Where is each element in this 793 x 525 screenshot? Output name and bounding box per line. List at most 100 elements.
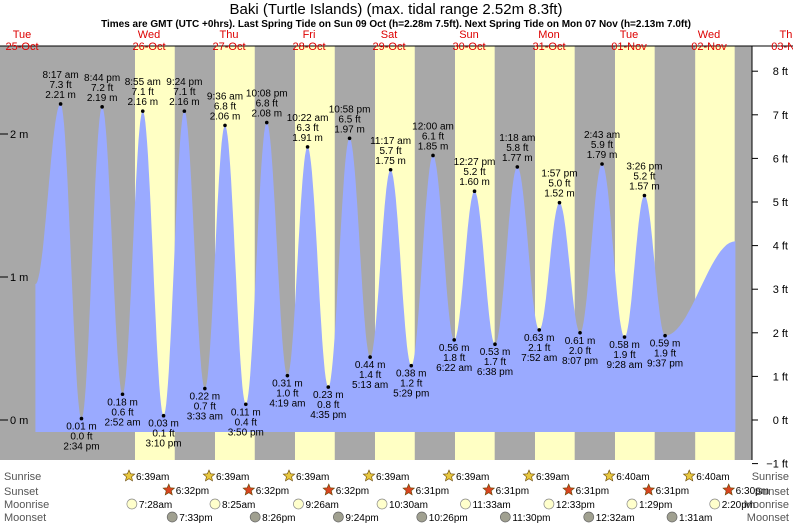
moonset-time: 11:30pm	[512, 513, 550, 524]
low-tide-label: 2.1 ft	[528, 343, 550, 354]
low-tide-label: 1.4 ft	[359, 370, 381, 381]
low-tide-label: 7:52 am	[521, 353, 557, 364]
low-tide-label: 0.59 m	[650, 339, 681, 350]
low-tide-label: 1.0 ft	[276, 389, 298, 400]
sunrise-time: 6:40am	[696, 472, 729, 483]
low-tide-dot	[493, 342, 497, 347]
low-tide-dot	[285, 373, 290, 378]
sun-moon-rows: Sunrise Sunset Moonrise Moonset Sunrise …	[4, 469, 789, 524]
right-axis-tick-label: 1 ft	[773, 371, 788, 383]
high-tide-label: 5.7 ft	[379, 146, 401, 157]
sunset-icon	[402, 483, 416, 496]
sunset-icon	[562, 483, 576, 496]
high-tide-label: 1.79 m	[587, 150, 618, 161]
low-tide-label: 0.11 m	[231, 407, 261, 418]
sunrise-row-label-left: Sunrise	[4, 471, 41, 483]
high-tide-label: 1.97 m	[334, 124, 365, 135]
sunset-icon	[322, 483, 336, 496]
day-of-week-label: Sun	[459, 29, 479, 41]
moonrise-icon	[293, 498, 304, 510]
low-tide-label: 4:35 pm	[310, 410, 346, 421]
high-tide-dot	[264, 120, 269, 125]
low-tide-label: 3:10 pm	[145, 439, 181, 450]
high-tide-label: 9:36 am	[207, 91, 243, 102]
low-tide-label: 0.23 m	[313, 390, 344, 401]
low-tide-label: 0.53 m	[480, 347, 511, 358]
sunrise-icon	[202, 469, 216, 482]
sunrise-time: 6:39am	[536, 472, 569, 483]
low-tide-dot	[79, 416, 84, 421]
right-axis-tick-label: 8 ft	[773, 66, 788, 78]
high-tide-label: 6.1 ft	[422, 131, 444, 142]
sunset-row-label-right: Sunset	[755, 486, 789, 498]
day-of-week-label: Sat	[381, 29, 398, 41]
high-tide-label: 1.52 m	[544, 189, 575, 200]
high-tide-label: 6.5 ft	[338, 114, 360, 125]
low-tide-label: 0.22 m	[190, 392, 221, 403]
low-tide-label: 1.8 ft	[443, 353, 465, 364]
high-tide-dot	[472, 189, 477, 193]
low-tide-label: 1.7 ft	[484, 357, 506, 368]
moonrise-time: 10:30am	[389, 500, 428, 511]
right-axis-tick-label: 0 ft	[773, 415, 788, 427]
day-of-week-label: Thu	[220, 29, 239, 41]
right-axis-tick-label: 3 ft	[773, 284, 788, 296]
high-tide-label: 7.1 ft	[173, 87, 195, 98]
high-tide-label: 9:24 pm	[166, 77, 202, 88]
high-tide-label: 10:58 pm	[329, 104, 371, 115]
low-tide-dot	[622, 335, 627, 339]
moonset-icon	[249, 511, 261, 523]
low-tide-label: 0.31 m	[272, 379, 303, 390]
low-tide-label: 3:50 pm	[228, 427, 264, 438]
high-tide-label: 1:57 pm	[541, 169, 577, 180]
moonrise-icon	[126, 498, 138, 510]
low-tide-dot	[244, 402, 248, 407]
low-tide-label: 1.2 ft	[400, 379, 422, 390]
moonrise-time: 11:33am	[472, 500, 510, 511]
right-axis-tick-label: 7 ft	[773, 110, 788, 122]
low-tide-dot	[409, 363, 414, 368]
date-label: 26-Oct	[132, 41, 165, 53]
high-tide-dot	[600, 162, 604, 166]
sunset-time: 6:32pm	[336, 486, 369, 497]
date-label: 25-Oct	[5, 41, 38, 53]
low-tide-dot	[326, 385, 331, 389]
tide-annotations: 8:17 am7.3 ft2.21 m 0.01 m0.0 ft2:34 pm 8:…	[43, 70, 684, 453]
low-tide-label: 1.9 ft	[654, 349, 676, 360]
day-of-week-label: Fri	[303, 29, 316, 41]
right-axis-tick-label: 6 ft	[773, 153, 788, 165]
high-tide-dot	[557, 200, 562, 205]
sunset-time: 6:31pm	[416, 486, 449, 497]
low-tide-label: 4:19 am	[269, 399, 305, 410]
day-of-week-label: Wed	[138, 29, 160, 41]
sunset-icon	[642, 483, 656, 496]
moonrise-time: 2:20pm	[722, 500, 755, 511]
high-tide-label: 5.0 ft	[548, 179, 570, 190]
moonset-time: 10:26pm	[429, 513, 468, 524]
date-label: 30-Oct	[452, 41, 485, 53]
low-tide-label: 9:28 am	[606, 360, 642, 371]
sunset-time: 6:31pm	[576, 486, 609, 497]
sunrise-icon	[522, 469, 536, 482]
high-tide-dot	[642, 193, 647, 198]
high-tide-label: 2.16 m	[169, 97, 200, 108]
high-tide-dot	[182, 109, 187, 113]
sunset-icon	[242, 483, 256, 496]
low-tide-label: 0.56 m	[439, 343, 470, 354]
low-tide-label: 0.7 ft	[194, 402, 216, 413]
sunset-time: 6:32pm	[256, 486, 289, 497]
high-tide-dot	[223, 123, 227, 128]
low-tide-label: 5:13 am	[352, 380, 388, 391]
moonrise-icon	[460, 498, 471, 510]
high-tide-label: 2.19 m	[87, 93, 118, 104]
high-tide-label: 11:17 am	[370, 136, 411, 147]
low-tide-label: 0.4 ft	[235, 417, 257, 428]
high-tide-label: 1.60 m	[459, 177, 490, 188]
moonset-time: 1:31am	[679, 513, 712, 524]
high-tide-dot	[305, 145, 310, 149]
low-tide-dot	[578, 330, 582, 335]
sunrise-icon	[362, 469, 376, 482]
high-tide-label: 1:18 am	[499, 133, 535, 144]
high-tide-dot	[140, 109, 145, 113]
low-tide-dot	[368, 355, 372, 359]
